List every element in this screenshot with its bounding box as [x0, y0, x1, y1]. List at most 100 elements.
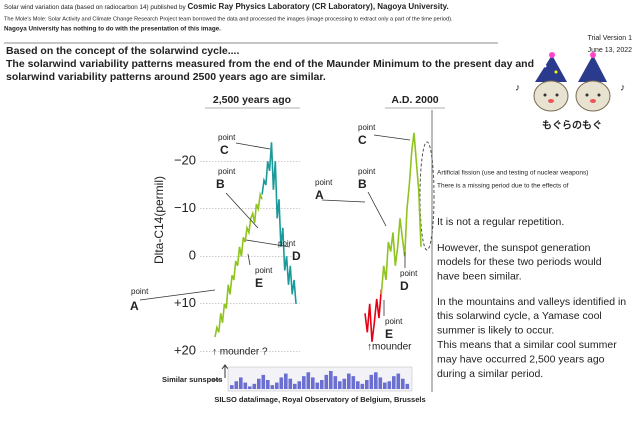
text: Solar wind variation data (based on radi… [4, 4, 187, 11]
annotation-arrow [225, 192, 259, 229]
paragraph-line: This means that a similar cool summer [437, 339, 617, 351]
sunspot-bar [252, 383, 257, 389]
paragraph-line: may have occurred 2,500 years ago [437, 353, 605, 365]
sunspot-bar [383, 382, 387, 389]
annotation-letter: C [358, 133, 367, 147]
header-line: Solar wind variation data (based on radi… [4, 2, 449, 11]
sunspot-bar [248, 386, 252, 389]
svg-text:♪: ♪ [515, 83, 520, 94]
paragraph-line: However, the sunspot generation [437, 242, 591, 254]
sunspot-bar [378, 377, 383, 389]
panel-title: A.D. 2000 [391, 94, 438, 106]
annotation-letter: D [292, 249, 301, 263]
sunspot-bar [239, 377, 243, 389]
y-tick-label: 0 [189, 248, 196, 263]
annotation-word: point [315, 178, 333, 187]
sunspot-bar [351, 376, 356, 389]
mounder-note: ↑mounder [367, 342, 412, 353]
sunspot-label: Similar sunspots [162, 375, 222, 384]
sunspot-bar [369, 374, 374, 389]
version: Trial Version 1 [588, 35, 633, 42]
side-note: Artificial fission (use and testing of n… [437, 170, 588, 177]
sunspot-bar [329, 371, 333, 389]
sunspot-bar [297, 381, 302, 389]
paragraph-line: It is not a regular repetition. [437, 216, 564, 228]
heading: Based on the concept of the solarwind cy… [6, 45, 239, 57]
sunspot-bar [293, 383, 297, 389]
header-line: The Mole's Mole: Solar Activity and Clim… [4, 16, 453, 22]
sunspot-bar [270, 385, 275, 389]
annotation-word: point [218, 133, 236, 142]
paragraph-line: have been similar. [437, 271, 522, 283]
sunspot-bar [275, 382, 279, 389]
annotation-arrow [139, 289, 216, 301]
sunspot-bar [266, 380, 270, 389]
sunspot-bar [230, 385, 234, 389]
annotation-word: point [358, 123, 376, 132]
sunspot-bar [347, 373, 351, 389]
sunspot-bar [338, 381, 342, 389]
mounder-note: ↑ mounder ? [212, 347, 268, 358]
annotation-letter: C [220, 143, 229, 157]
sunspot-bar [333, 376, 338, 389]
sunspot-bar [356, 381, 360, 389]
y-tick-label: −20 [174, 153, 196, 168]
sunspot-bar [342, 378, 347, 389]
mascot-name: もぐらのもぐ [542, 120, 602, 132]
date: June 13, 2022 [588, 47, 632, 54]
paragraph-line: In the mountains and valleys identified … [437, 296, 626, 308]
annotation-letter: E [255, 276, 263, 290]
paragraph-line: models for these two periods would [437, 256, 602, 268]
sunspot-bar [279, 377, 284, 389]
sunspot-bar [320, 380, 324, 389]
text: Cosmic Ray Physics Laboratory (CR Labora… [187, 2, 448, 11]
annotation-arrow [373, 134, 411, 141]
annotation-word: point [358, 167, 376, 176]
y-axis-label: Dlta-C14(permil) [152, 176, 166, 264]
annotation-letter: B [216, 177, 225, 191]
panel-title: 2,500 years ago [213, 94, 291, 106]
sunspot-bar [257, 378, 261, 389]
heading: The solarwind variability patterns measu… [6, 58, 534, 70]
line [380, 132, 422, 295]
sunspot-bar [315, 382, 320, 389]
annotation-letter: D [400, 279, 409, 293]
annotation-letter: E [385, 327, 393, 341]
annotation-arrow [367, 191, 387, 227]
header-line: Nagoya University has nothing to do with… [4, 26, 221, 33]
credit: SILSO data/image, Royal Observatory of B… [214, 395, 425, 404]
sunspot-bar [387, 381, 392, 389]
sunspot-bar [302, 376, 306, 389]
sunspot-bar [392, 376, 396, 389]
y-tick-label: +10 [174, 295, 196, 310]
line [261, 142, 297, 304]
annotation-arrow [247, 253, 251, 266]
sunspot-bar [374, 372, 378, 389]
annotation-word: point [255, 266, 273, 275]
sunspot-bar [396, 373, 401, 389]
annotation-arrow [245, 239, 291, 248]
annotation-word: point [400, 269, 418, 278]
sunspot-bar [405, 383, 410, 389]
line [364, 289, 383, 342]
sunspot-bar [306, 372, 311, 389]
annotation-word: point [278, 239, 296, 248]
sunspot-bar [288, 378, 293, 389]
paragraph-line: this solarwind cycle, a Yamase cool [437, 310, 602, 322]
heading: solarwind variability patterns around 25… [6, 71, 326, 83]
sunspot-bar [311, 377, 315, 389]
annotation-letter: A [130, 299, 139, 313]
annotation-letter: A [315, 188, 324, 202]
sunspot-bar [324, 374, 329, 389]
annotation-arrow [235, 142, 271, 150]
missing-period [419, 141, 435, 251]
sunspot-bar [365, 380, 369, 389]
annotation-word: point [218, 167, 236, 176]
y-tick-label: +20 [174, 343, 196, 358]
sunspot-bar [261, 374, 266, 389]
annotation-arrow [321, 199, 366, 203]
annotation-letter: B [358, 177, 367, 191]
paragraph-line: summer is likely to occur. [437, 325, 554, 337]
line [214, 191, 263, 338]
